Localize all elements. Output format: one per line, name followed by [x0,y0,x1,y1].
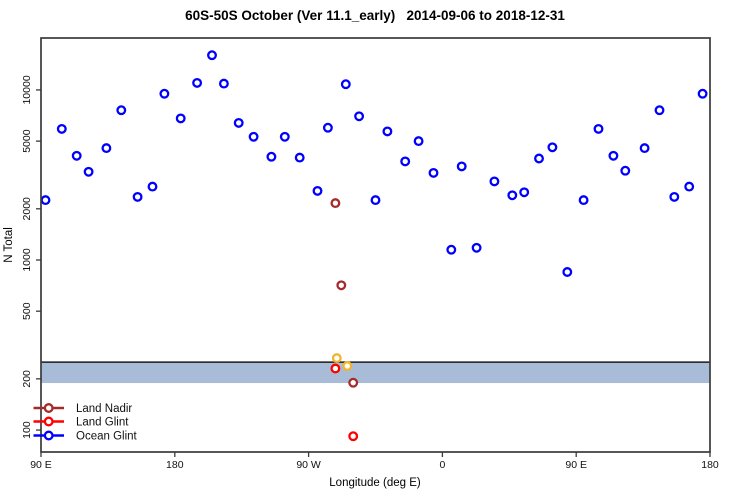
legend-label: Land Nadir [76,403,132,415]
data-point-ocean-glint [382,126,393,137]
data-point-ocean-glint [654,105,665,116]
data-point-ocean-glint [101,143,112,154]
legend-marker [43,430,54,441]
data-point-land-glint [330,363,341,374]
chart-title: 60S-50S October (Ver 11.1_early) 2014-09… [185,8,565,23]
x-tick-label: 180 [166,459,184,471]
data-point-ocean-glint [159,88,170,99]
data-point-ocean-glint [354,111,365,122]
data-point-ocean-glint [266,151,277,162]
x-tick-label: 90 E [565,459,587,471]
data-point-unlabeled-orange-partially-hidden [342,361,353,371]
x-tick-label: 0 [439,459,445,471]
data-point-land-nadir [348,377,359,388]
y-tick-label: 2000 [21,197,33,221]
data-point-ocean-glint [519,187,530,198]
data-point-ocean-glint [489,176,500,187]
data-point-ocean-glint [620,165,631,176]
data-point-ocean-glint [400,156,411,167]
plot-border [40,37,711,453]
data-point-land-nadir [336,280,347,291]
data-point-ocean-glint [233,117,244,128]
data-point-ocean-glint [562,267,573,277]
data-point-ocean-glint [593,123,604,134]
data-point-ocean-glint [192,77,203,88]
data-point-ocean-glint [56,123,67,134]
data-point-ocean-glint [248,131,259,142]
data-point-ocean-glint [207,50,217,61]
x-axis-label: Longitude (deg E) [329,477,421,489]
legend-marker [43,403,54,413]
legend-label: Ocean Glint [76,431,138,443]
y-tick-label: 10000 [21,75,33,104]
y-tick-label: 200 [21,370,33,388]
data-point-land-glint [348,431,359,442]
data-point-ocean-glint [71,150,82,161]
data-point-ocean-glint [116,105,127,116]
legend-marker [43,416,54,427]
data-point-ocean-glint [312,185,323,196]
data-point-ocean-glint [147,181,158,192]
data-point-ocean-glint [413,136,424,147]
data-point-ocean-glint [534,153,544,164]
data-point-ocean-glint [608,150,619,161]
y-tick-label: 1000 [21,248,33,272]
data-point-ocean-glint [697,88,708,99]
x-tick-label: 90 E [30,459,52,471]
legend-label: Land Glint [76,417,129,429]
y-tick-label: 100 [21,421,33,439]
data-point-ocean-glint [370,195,381,206]
data-point-ocean-glint [279,131,290,142]
threshold-band [41,362,710,384]
data-point-ocean-glint [456,161,467,172]
data-point-ocean-glint [294,152,305,163]
data-point-ocean-glint [684,181,695,192]
data-point-ocean-glint [322,122,333,133]
data-point-ocean-glint [428,167,439,178]
data-point-ocean-glint [40,195,51,206]
data-point-ocean-glint [639,143,650,154]
data-point-ocean-glint [578,195,589,206]
x-tick-label: 90 W [296,459,321,471]
data-point-ocean-glint [132,191,143,202]
y-axis-label: N Total [3,227,15,263]
data-point-unlabeled-orange-partially-hidden [331,353,342,364]
data-point-ocean-glint [669,191,680,202]
data-point-ocean-glint [507,190,518,201]
x-tick-label: 180 [701,459,719,471]
y-tick-label: 500 [21,302,33,320]
data-point-land-nadir [330,198,341,209]
data-point-ocean-glint [83,166,94,177]
y-tick-label: 5000 [21,129,33,153]
data-point-ocean-glint [218,78,229,89]
data-point-ocean-glint [340,79,351,90]
data-point-ocean-glint [547,142,558,153]
data-point-ocean-glint [175,113,186,124]
data-point-ocean-glint [446,244,457,255]
data-point-ocean-glint [471,242,482,253]
